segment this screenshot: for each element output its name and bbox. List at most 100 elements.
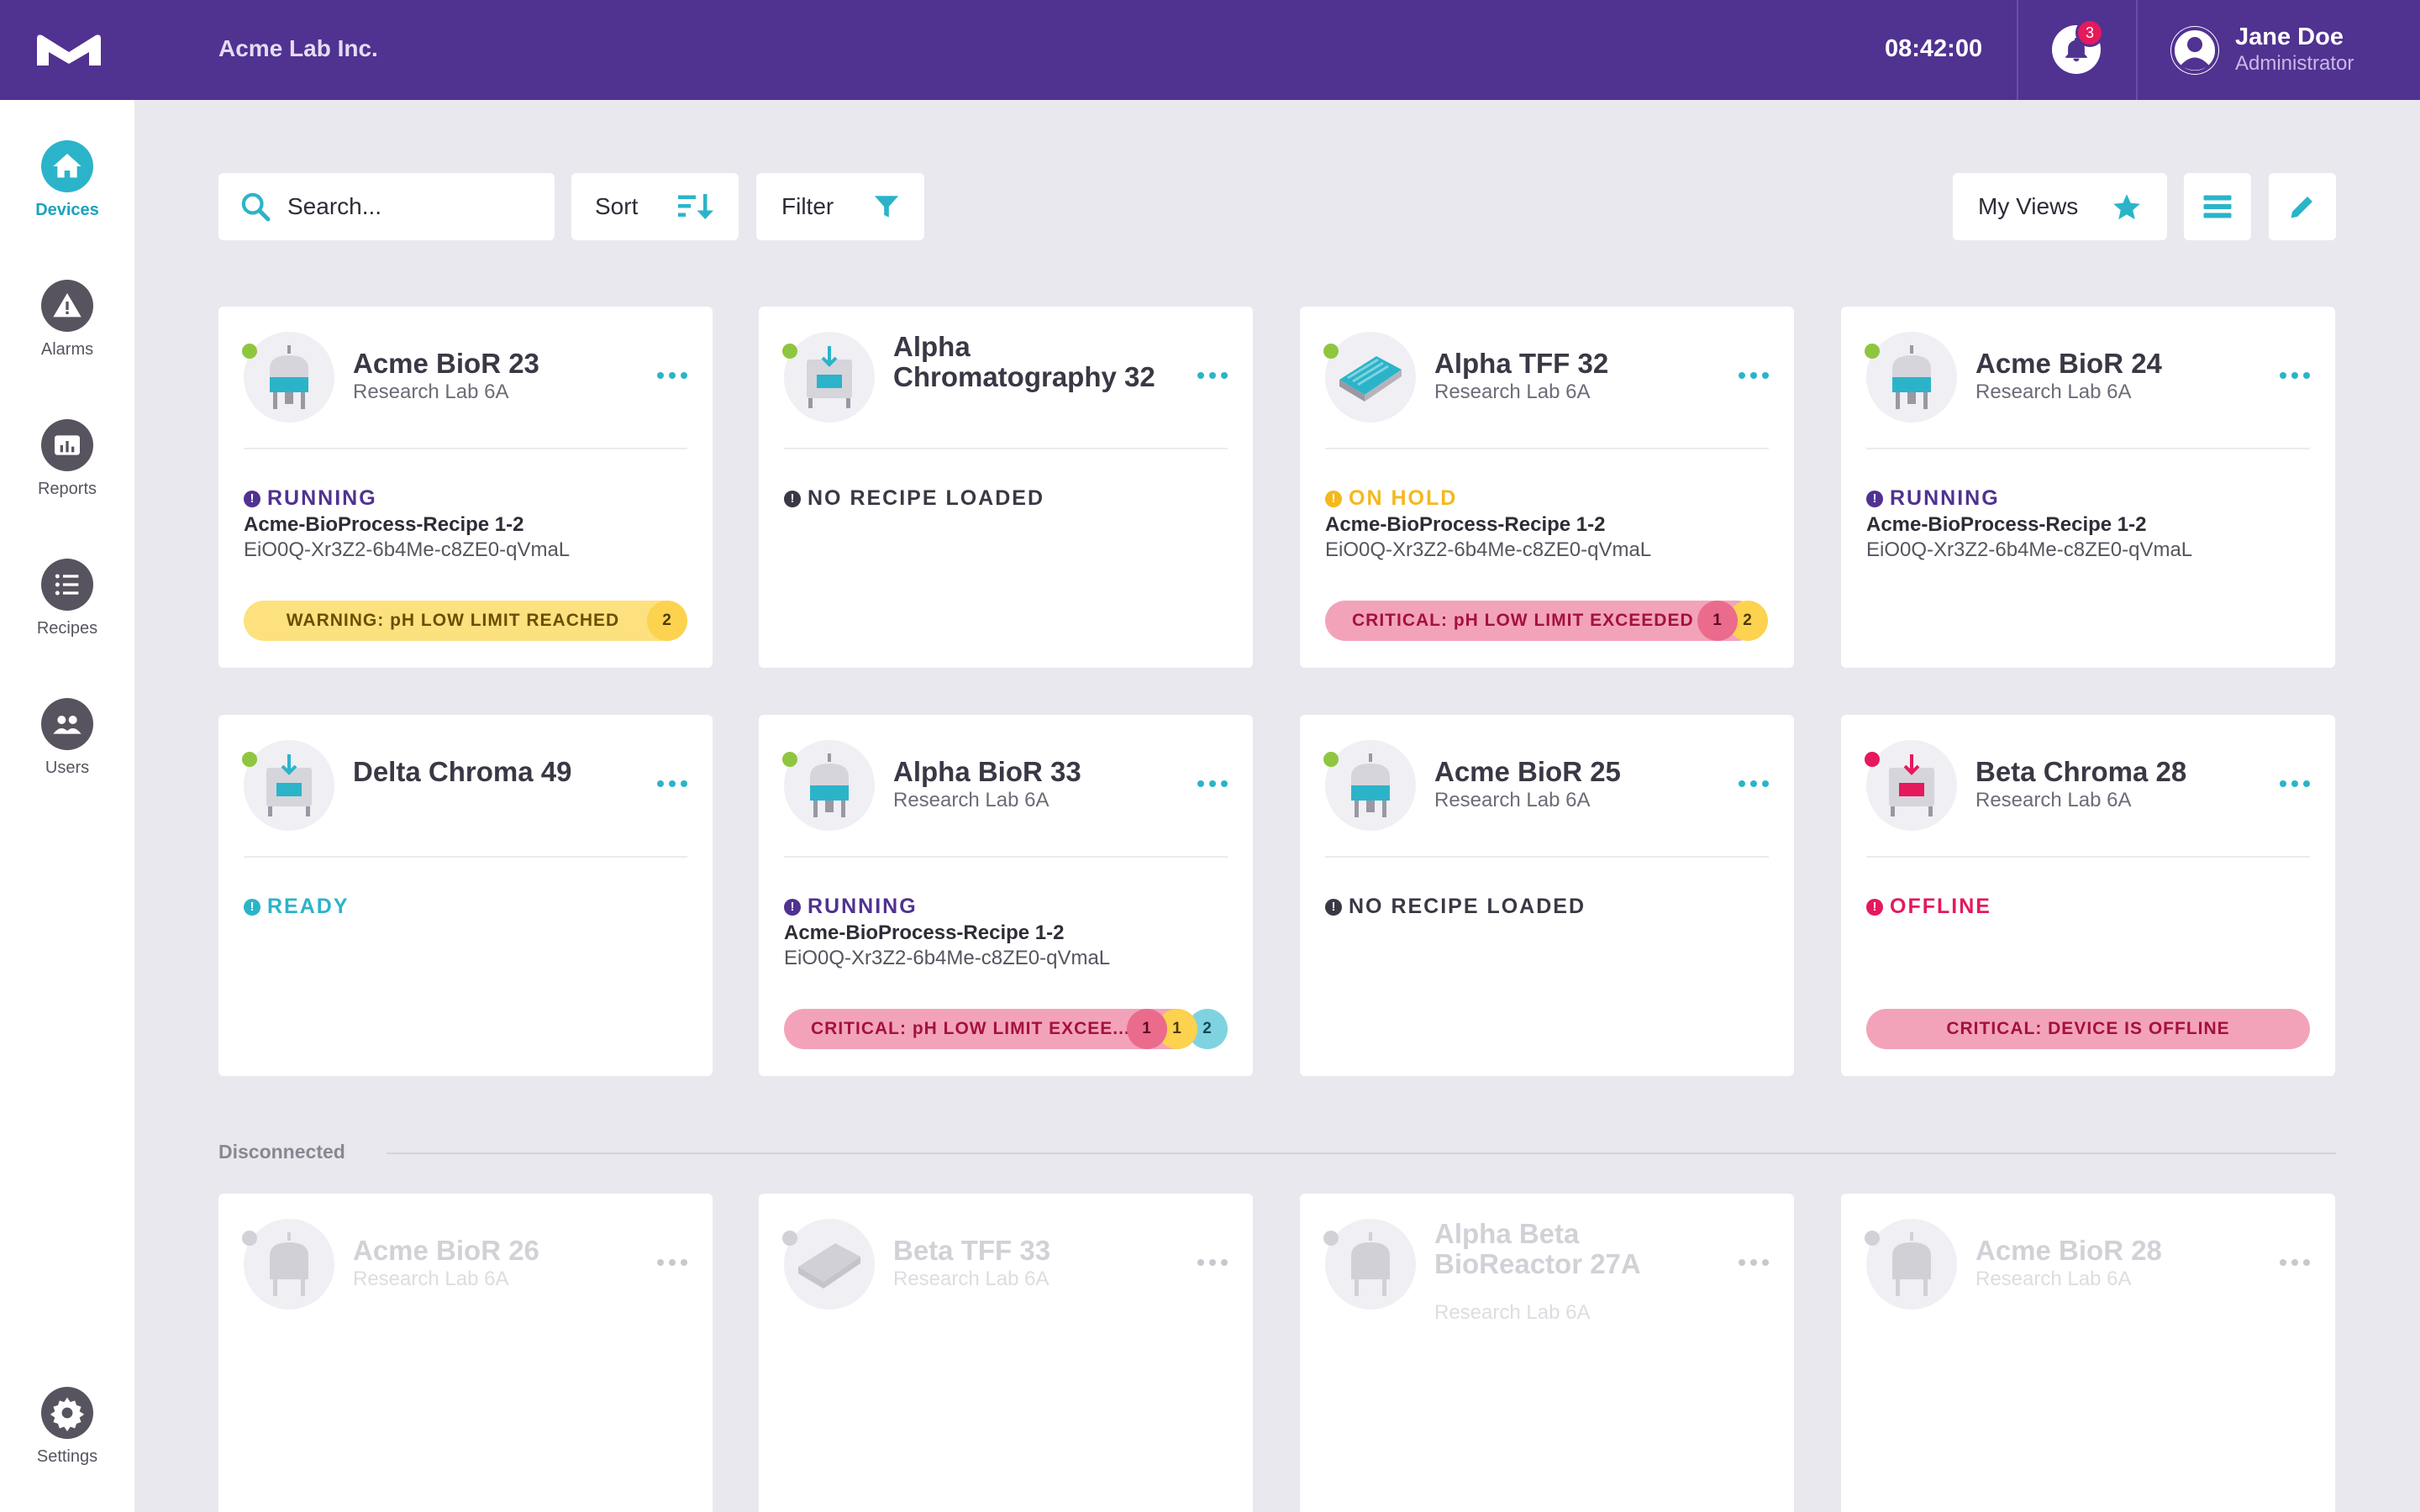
sidebar-item-recipes[interactable]: Recipes [0,559,134,638]
divider [1325,448,1769,449]
sidebar-item-users[interactable]: Users [0,698,134,778]
alert-count-badge: 2 [647,601,687,641]
device-name[interactable]: Delta Chroma 49 [353,756,572,787]
more-options-icon[interactable] [1739,372,1769,381]
device-location: Research Lab 6A [1975,381,2132,403]
device-card[interactable]: Acme BioR 25 Research Lab 6A ! NO RECIPE … [1300,715,1794,1076]
device-name[interactable]: Acme BioR 28 [1975,1235,2162,1266]
device-status: ! RUNNING [784,895,918,919]
chromatography-icon [244,740,334,831]
users-icon [41,698,93,750]
reports-icon [41,419,93,471]
sort-label: Sort [595,193,639,219]
my-views-button[interactable]: My Views [1953,173,2167,240]
device-status: ! READY [244,895,350,919]
device-card[interactable]: Acme BioR 24 Research Lab 6A ! RUNNING Ac… [1841,307,2335,668]
recipe-name: Acme-BioProcess-Recipe 1-2 [784,921,1065,944]
user-name[interactable]: Jane Doe [2235,24,2344,50]
recipe-id: EiO0Q-Xr3Z2-6b4Me-c8ZE0-qVmaL [784,947,1111,969]
divider [2136,0,2138,100]
divider [387,1152,2336,1154]
sidebar-item-settings[interactable]: Settings [0,1387,134,1467]
chromatography-icon [784,332,875,423]
filter-button[interactable]: Filter [756,173,924,240]
device-name[interactable]: Alpha BioR 33 [893,756,1081,787]
user-avatar[interactable] [2170,26,2219,75]
device-card[interactable]: Beta Chroma 28 Research Lab 6A ! OFFLINE … [1841,715,2335,1076]
more-options-icon[interactable] [2280,780,2310,789]
more-options-icon[interactable] [657,780,687,789]
device-card[interactable]: Acme BioR 26 Research Lab 6A [218,1194,713,1512]
bioreactor-icon [244,1219,334,1310]
edit-button[interactable] [2269,173,2336,240]
list-view-button[interactable] [2184,173,2251,240]
search-input[interactable]: Search... [287,193,382,219]
more-options-icon[interactable] [1197,780,1228,789]
device-name[interactable]: Acme BioR 23 [353,348,539,379]
divider [1325,856,1769,858]
connection-status-dot [1865,344,1880,359]
device-location: Research Lab 6A [1975,789,2132,811]
sidebar: Devices Alarms Reports Recipes Users Set… [0,100,134,1512]
device-name[interactable]: Acme BioR 26 [353,1235,539,1266]
more-options-icon[interactable] [1739,780,1769,789]
menu-icon [2203,195,2232,218]
sidebar-item-reports[interactable]: Reports [0,419,134,499]
sidebar-item-devices[interactable]: Devices [0,140,134,220]
device-card[interactable]: Acme BioR 23 Research Lab 6A ! RUNNING Ac… [218,307,713,668]
device-card[interactable]: Alpha BioR 33 Research Lab 6A ! RUNNING A… [759,715,1253,1076]
device-card[interactable]: Alpha TFF 32 Research Lab 6A ! ON HOLD Ac… [1300,307,1794,668]
device-card[interactable]: Alpha Beta BioReactor 27A Research Lab 6… [1300,1194,1794,1512]
recipe-name: Acme-BioProcess-Recipe 1-2 [1325,513,1606,536]
info-icon: ! [244,490,260,507]
top-bar: Acme Lab Inc. 08:42:00 3 Jane Doe Admini… [0,0,2420,100]
sidebar-item-alarms[interactable]: Alarms [0,280,134,360]
more-options-icon[interactable] [1197,372,1228,381]
recipe-id: EiO0Q-Xr3Z2-6b4Me-c8ZE0-qVmaL [1866,538,2193,561]
alert-banner[interactable]: CRITICAL: pH LOW LIMIT EXCEE... 2 1 1 [784,1009,1228,1049]
alert-banner[interactable]: CRITICAL: pH LOW LIMIT EXCEEDED 2 1 [1325,601,1768,641]
recipe-id: EiO0Q-Xr3Z2-6b4Me-c8ZE0-qVmaL [244,538,571,561]
connection-status-dot [1323,752,1339,767]
device-location: Research Lab 6A [893,789,1050,811]
device-name[interactable]: Alpha Chromatography 32 [893,331,1155,392]
device-status: ! NO RECIPE LOADED [1325,895,1586,919]
sort-icon [678,194,713,219]
alert-banner[interactable]: CRITICAL: DEVICE IS OFFLINE [1866,1009,2310,1049]
device-card[interactable]: Alpha Chromatography 32 ! NO RECIPE LOADE… [759,307,1253,668]
more-options-icon[interactable] [657,1259,687,1268]
bioreactor-icon [1325,740,1416,831]
more-options-icon[interactable] [2280,372,2310,381]
connection-status-dot [1323,1231,1339,1246]
more-options-icon[interactable] [657,372,687,381]
device-card[interactable]: Beta TFF 33 Research Lab 6A [759,1194,1253,1512]
device-name[interactable]: Alpha Beta BioReactor 27A [1434,1218,1641,1279]
recipe-id: EiO0Q-Xr3Z2-6b4Me-c8ZE0-qVmaL [1325,538,1652,561]
connection-status-dot [242,1231,257,1246]
alert-count-badge: 1 [1127,1009,1167,1049]
device-card[interactable]: Acme BioR 28 Research Lab 6A [1841,1194,2335,1512]
device-card[interactable]: Delta Chroma 49 ! READY [218,715,713,1076]
more-options-icon[interactable] [1739,1259,1769,1268]
connection-status-dot [242,344,257,359]
device-location: Research Lab 6A [1434,1301,1591,1324]
user-role: Administrator [2235,52,2354,75]
device-name[interactable]: Acme BioR 25 [1434,756,1621,787]
divider [784,856,1228,858]
divider [244,856,687,858]
device-name[interactable]: Alpha TFF 32 [1434,348,1609,379]
more-options-icon[interactable] [2280,1259,2310,1268]
device-name[interactable]: Beta TFF 33 [893,1235,1051,1266]
alert-banner[interactable]: WARNING: pH LOW LIMIT REACHED 2 [244,601,687,641]
brand-logo[interactable] [34,30,104,69]
section-label-disconnected: Disconnected [218,1141,345,1163]
sidebar-item-label: Reports [37,480,97,498]
device-name[interactable]: Beta Chroma 28 [1975,756,2187,787]
sort-button[interactable]: Sort [571,173,739,240]
device-name[interactable]: Acme BioR 24 [1975,348,2162,379]
device-location: Research Lab 6A [1975,1268,2132,1290]
search-box[interactable]: Search... [218,173,555,240]
home-icon [41,140,93,192]
more-options-icon[interactable] [1197,1259,1228,1268]
connection-status-dot [782,1231,797,1246]
